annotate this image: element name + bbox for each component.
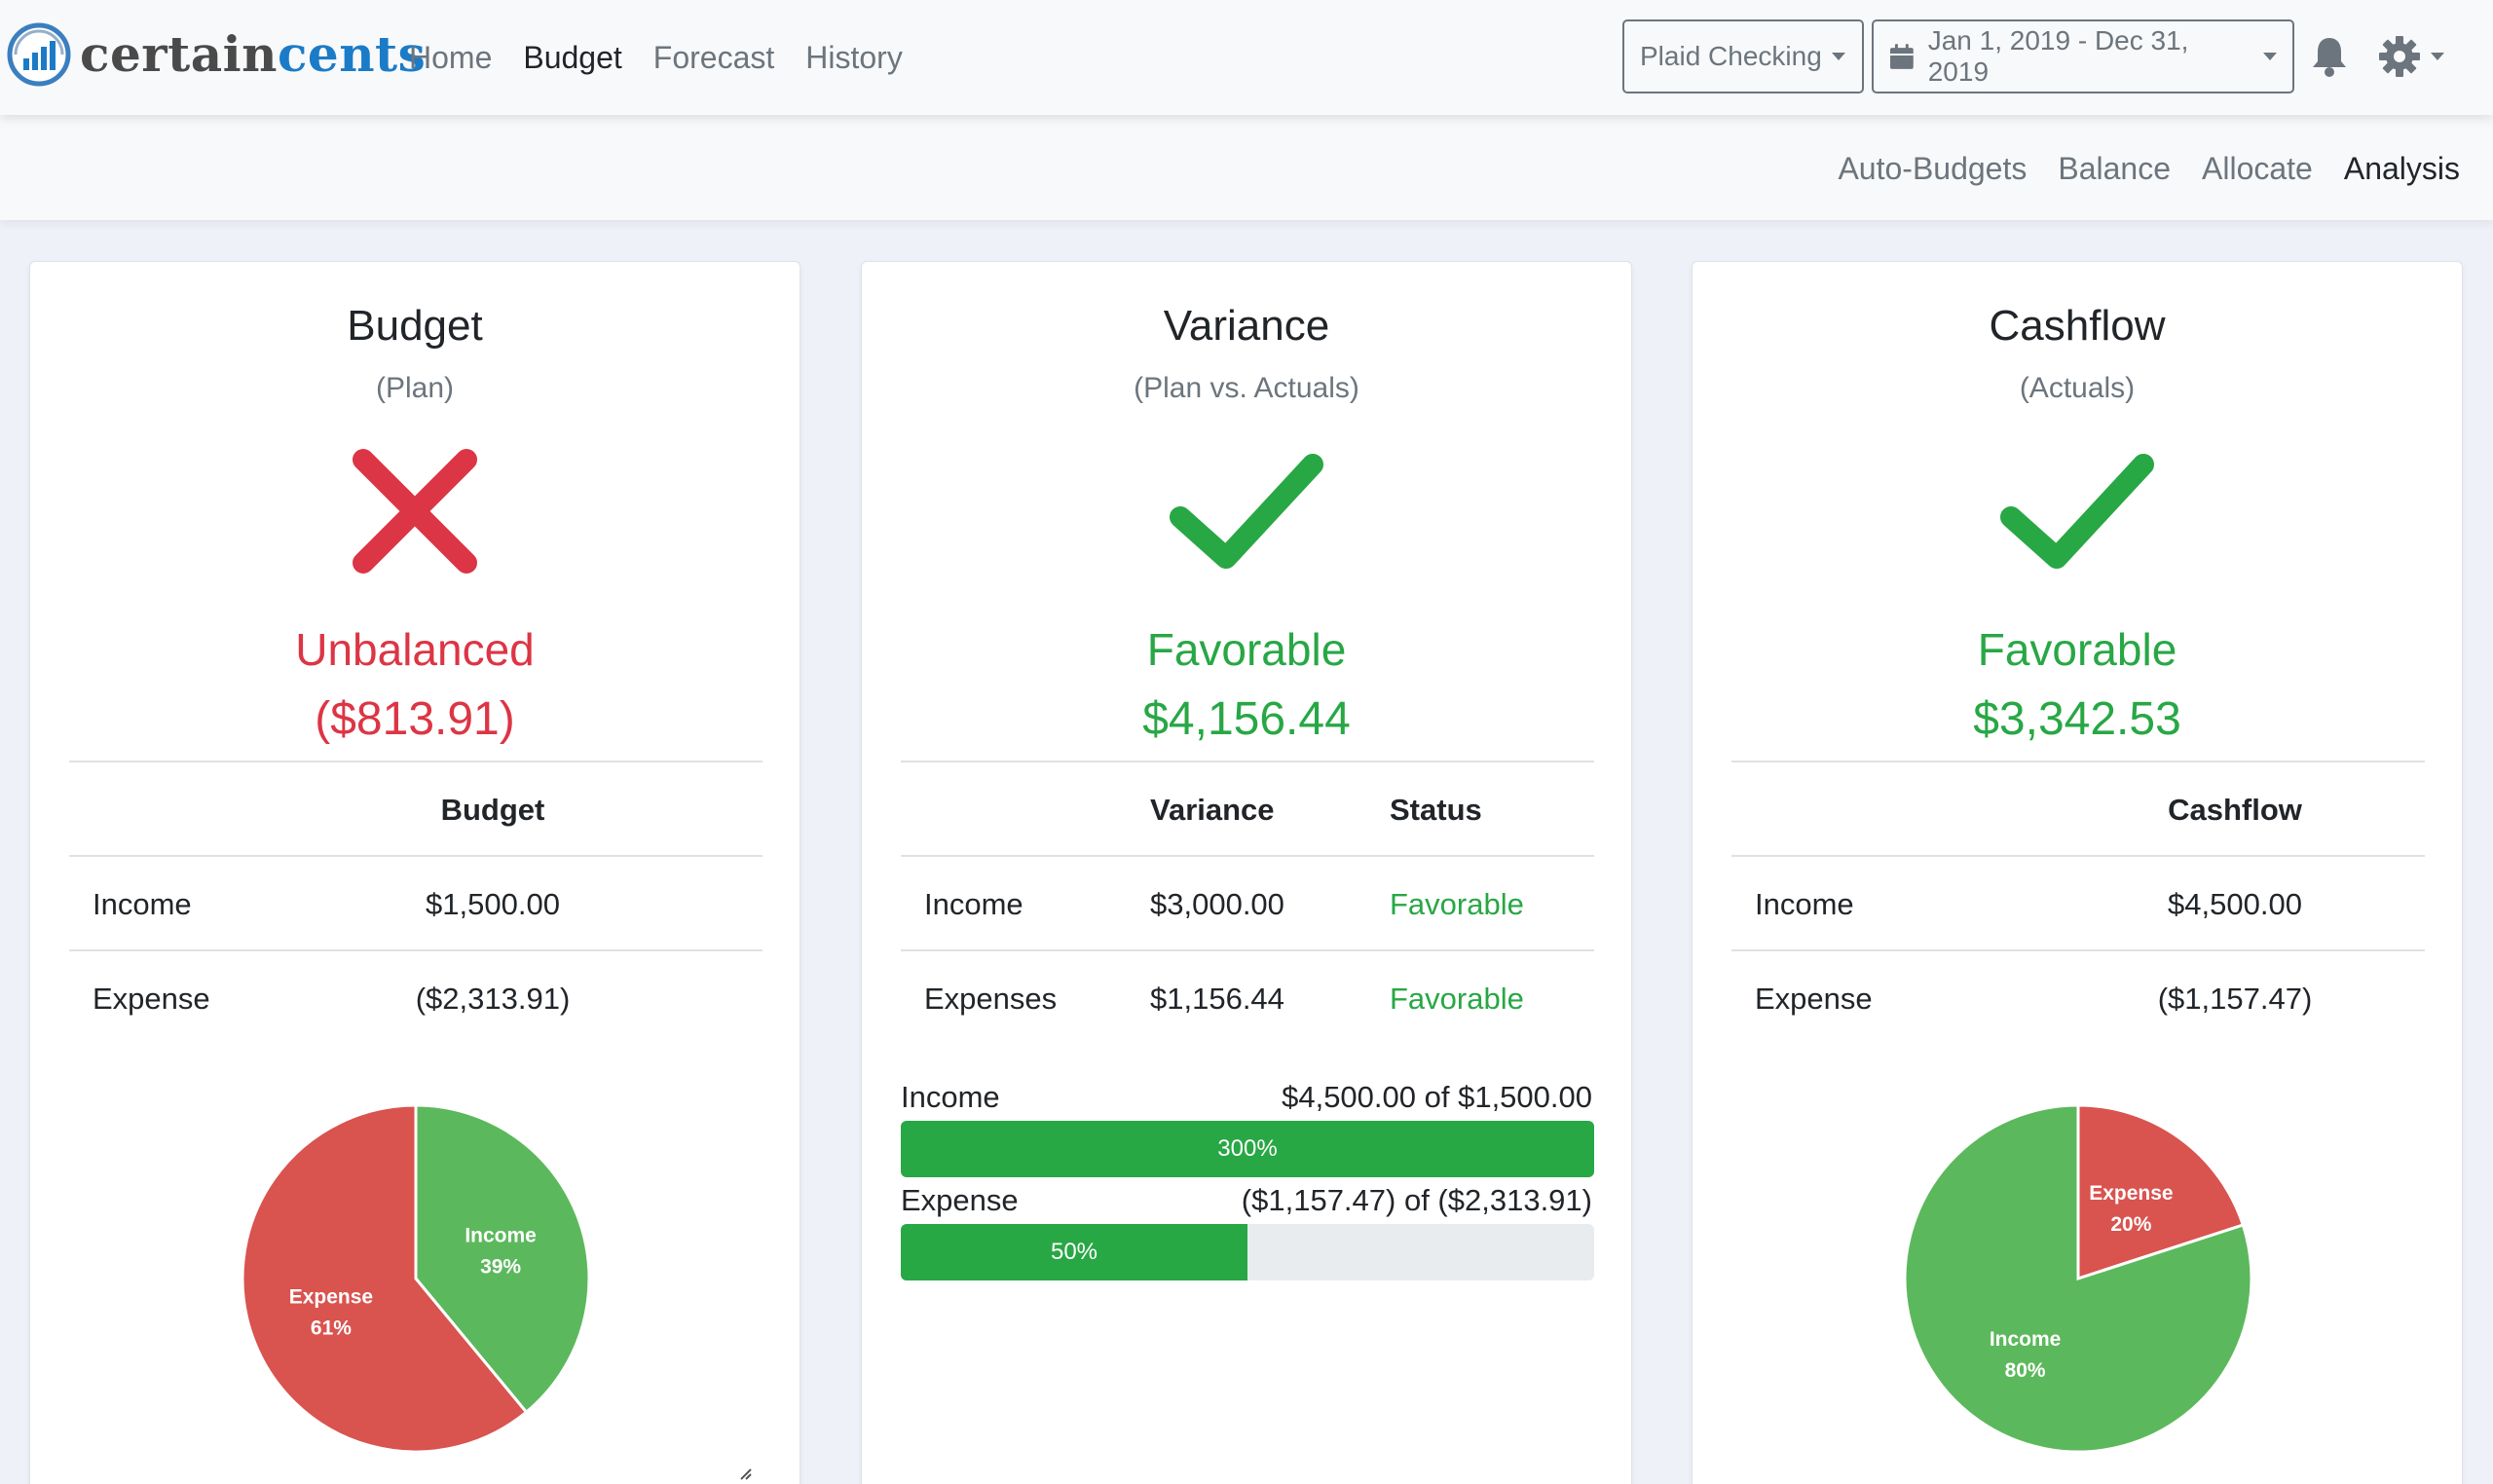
column-header-variance: Variance xyxy=(1150,793,1275,827)
income-progress-fill: 300% xyxy=(901,1121,1594,1177)
row-label: Income xyxy=(924,887,1023,921)
date-range-select[interactable]: Jan 1, 2019 - Dec 31, 2019 xyxy=(1872,19,2294,93)
budget-pie-slice-percent-income: 39% xyxy=(480,1256,521,1279)
table-header: Budget xyxy=(69,761,763,855)
row-label: Expenses xyxy=(924,982,1058,1016)
table-row: Income $4,500.00 xyxy=(1731,855,2425,949)
card-subtitle: (Actuals) xyxy=(2019,372,2136,404)
cashflow-card: Cashflow (Actuals) Favorable $3,342.53 C… xyxy=(1692,261,2463,1484)
variance-table: Variance Status Income $3,000.00 Favorab… xyxy=(901,761,1594,1044)
settings-menu[interactable] xyxy=(2378,35,2444,78)
table-row: Income $1,500.00 xyxy=(69,855,763,949)
variance-card: Variance (Plan vs. Actuals) Favorable $4… xyxy=(861,261,1632,1484)
table-row: Expense ($2,313.91) xyxy=(69,949,763,1044)
account-select[interactable]: Plaid Checking xyxy=(1622,19,1864,93)
card-subtitle: (Plan vs. Actuals) xyxy=(1134,372,1359,404)
brand-name-part2: cents xyxy=(277,25,427,83)
nav-home[interactable]: Home xyxy=(409,40,493,75)
budget-card: Budget (Plan) Unbalanced ($813.91) Budge… xyxy=(29,261,800,1484)
expense-progress-fill: 50% xyxy=(901,1224,1247,1280)
bell-icon[interactable] xyxy=(2310,35,2349,78)
row-value: ($2,313.91) xyxy=(415,982,571,1016)
brand[interactable]: certaincents xyxy=(6,18,426,92)
chevron-down-icon xyxy=(1831,53,1845,60)
cashflow-pie-slice-income[interactable] xyxy=(1903,1103,2253,1454)
budget-pie-slice-name-income: Income xyxy=(465,1225,537,1247)
column-header-cashflow: Cashflow xyxy=(2168,793,2302,827)
status-text: Favorable xyxy=(1146,624,1347,675)
budget-subnav: Auto-Budgets Balance Allocate Analysis xyxy=(1806,148,2460,189)
check-icon xyxy=(2000,454,2154,569)
nav-budget[interactable]: Budget xyxy=(523,40,622,75)
row-value: $4,500.00 xyxy=(2168,887,2302,921)
nav-history[interactable]: History xyxy=(805,40,903,75)
status-text: Unbalanced xyxy=(295,624,535,675)
cashflow-table: Cashflow Income $4,500.00 Expense ($1,15… xyxy=(1731,761,2425,1044)
card-title: Variance xyxy=(1163,302,1330,350)
nav-forecast[interactable]: Forecast xyxy=(652,40,775,75)
brand-name-part1: certain xyxy=(80,25,278,83)
check-icon xyxy=(1170,454,1323,569)
brand-name: certaincents xyxy=(80,30,426,79)
row-value: ($1,157.47) xyxy=(2157,982,2313,1016)
income-progress-detail: $4,500.00 of $1,500.00 xyxy=(1282,1080,1592,1114)
row-label: Income xyxy=(93,887,192,921)
chevron-down-icon xyxy=(2431,53,2444,60)
cashflow-pie-slice-percent-expense: 20% xyxy=(2110,1213,2151,1236)
subnav-balance[interactable]: Balance xyxy=(2058,151,2171,186)
table-header: Variance Status xyxy=(901,761,1594,855)
column-header-status: Status xyxy=(1390,793,1482,827)
subnav-auto-budgets[interactable]: Auto-Budgets xyxy=(1838,151,2028,186)
date-range-label: Jan 1, 2019 - Dec 31, 2019 xyxy=(1927,25,2189,87)
budget-table: Budget Income $1,500.00 Expense ($2,313.… xyxy=(69,761,763,1044)
subnav-analysis[interactable]: Analysis xyxy=(2343,151,2460,186)
income-progress-bar: 300% xyxy=(901,1121,1594,1177)
card-subtitle: (Plan) xyxy=(375,372,455,404)
table-header: Cashflow xyxy=(1731,761,2425,855)
card-title: Budget xyxy=(347,302,483,350)
budget-pie-slice-percent-expense: 61% xyxy=(311,1317,352,1339)
chevron-down-icon xyxy=(2263,53,2277,60)
resize-handle-icon[interactable] xyxy=(737,1465,753,1481)
status-amount: ($813.91) xyxy=(315,693,515,745)
row-label: Income xyxy=(1755,887,1854,921)
row-status: Favorable xyxy=(1390,887,1524,921)
budget-pie-chart: Income 39% Expense 61% xyxy=(241,1103,591,1454)
table-row: Income $3,000.00 Favorable xyxy=(901,855,1594,949)
top-navbar: certaincents Home Budget Forecast Histor… xyxy=(0,0,2493,115)
chart-logo-icon xyxy=(7,22,71,87)
account-select-label: Plaid Checking xyxy=(1640,41,1822,71)
budget-pie-slice-income[interactable] xyxy=(414,1103,591,1415)
subnav-allocate[interactable]: Allocate xyxy=(2202,151,2313,186)
row-label: Expense xyxy=(93,982,210,1016)
gear-icon xyxy=(2379,36,2420,77)
expense-progress-detail: ($1,157.47) of ($2,313.91) xyxy=(1241,1183,1592,1217)
row-value: $3,000.00 xyxy=(1150,887,1284,921)
card-title: Cashflow xyxy=(1989,302,2166,350)
expense-progress-bar: 50% xyxy=(901,1224,1594,1280)
sub-navbar: Auto-Budgets Balance Allocate Analysis xyxy=(0,115,2493,220)
row-value: $1,156.44 xyxy=(1150,982,1284,1016)
column-header-budget: Budget xyxy=(440,793,545,827)
expense-progress-label: Expense xyxy=(901,1183,1019,1217)
x-icon xyxy=(353,449,477,574)
status-amount: $3,342.53 xyxy=(1973,693,2181,745)
cashflow-pie-slice-name-expense: Expense xyxy=(2089,1182,2173,1205)
calendar-icon xyxy=(1889,44,1914,69)
table-row: Expenses $1,156.44 Favorable xyxy=(901,949,1594,1044)
income-progress-label: Income xyxy=(901,1080,1000,1114)
status-amount: $4,156.44 xyxy=(1142,693,1351,745)
budget-pie-slice-expense[interactable] xyxy=(241,1103,529,1454)
main-nav: Home Budget Forecast History xyxy=(409,37,934,78)
cashflow-pie-chart: Expense 20% Income 80% xyxy=(1903,1103,2253,1454)
cashflow-pie-slice-percent-income: 80% xyxy=(2005,1359,2046,1382)
status-text: Favorable xyxy=(1977,624,2177,675)
cashflow-pie-slice-expense[interactable] xyxy=(2076,1103,2246,1281)
cashflow-pie-slice-name-income: Income xyxy=(1990,1328,2062,1351)
row-label: Expense xyxy=(1755,982,1873,1016)
table-row: Expense ($1,157.47) xyxy=(1731,949,2425,1044)
row-status: Favorable xyxy=(1390,982,1524,1016)
row-value: $1,500.00 xyxy=(426,887,560,921)
budget-pie-slice-name-expense: Expense xyxy=(289,1285,373,1308)
